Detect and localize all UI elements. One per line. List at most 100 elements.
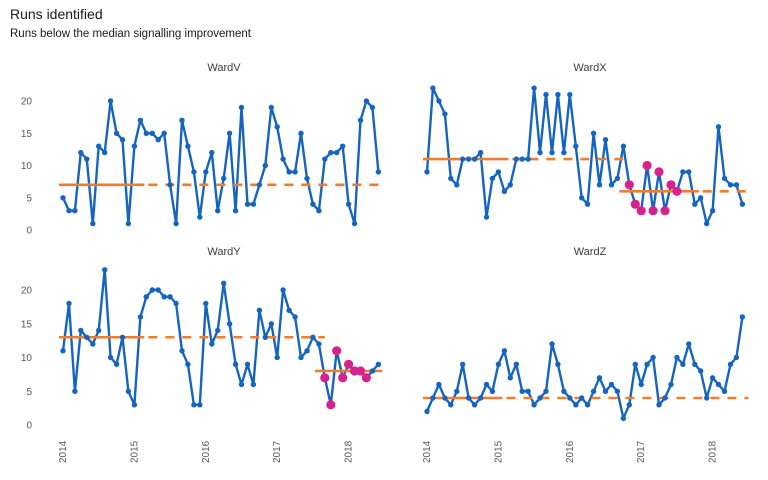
data-point-wardv	[107, 98, 114, 104]
x-axis-tick-label: 2017	[636, 440, 647, 463]
data-point-wardy	[203, 300, 209, 307]
highlight-run-point-wardy	[320, 373, 330, 383]
data-point-wardx	[590, 130, 597, 136]
highlight-run-point-wardx	[642, 160, 652, 171]
data-point-wardx	[584, 201, 591, 207]
data-point-wardz	[620, 415, 627, 421]
data-point-wardv	[155, 137, 161, 143]
data-point-wardv	[369, 104, 376, 111]
data-point-wardx	[525, 156, 531, 162]
data-point-wardx	[507, 182, 513, 188]
data-point-wardx	[454, 182, 460, 188]
data-point-wardx	[442, 111, 448, 117]
data-point-wardy	[268, 321, 274, 327]
highlight-run-point-wardy	[338, 373, 348, 383]
data-point-wardz	[656, 402, 662, 408]
data-point-wardz	[460, 361, 466, 367]
panel-title-wardz: WardZ	[573, 246, 607, 258]
data-point-wardz	[513, 361, 519, 367]
data-point-wardx	[448, 175, 454, 182]
data-point-wardv	[173, 220, 179, 227]
data-point-wardz	[454, 388, 460, 394]
data-point-wardv	[262, 162, 268, 169]
data-point-wardz	[680, 361, 686, 367]
data-point-wardv	[60, 195, 66, 201]
data-point-wardx	[513, 156, 519, 162]
data-point-wardy	[113, 361, 120, 367]
data-point-wardy	[209, 341, 215, 347]
data-point-wardy	[78, 327, 84, 334]
data-point-wardv	[209, 149, 215, 156]
data-point-wardx	[698, 195, 704, 201]
data-point-wardv	[232, 208, 239, 214]
data-point-wardx	[531, 85, 537, 91]
data-point-wardv	[250, 201, 257, 207]
data-point-wardx	[555, 91, 561, 98]
data-point-wardy	[232, 361, 239, 367]
data-point-wardy	[316, 341, 322, 347]
data-point-wardx	[561, 149, 567, 156]
data-point-wardv	[280, 156, 286, 162]
highlight-run-point-wardy	[332, 346, 342, 356]
data-point-wardx	[460, 156, 466, 162]
data-point-wardz	[662, 395, 668, 401]
data-point-wardy	[84, 334, 90, 340]
data-point-wardy	[215, 327, 221, 334]
data-point-wardz	[626, 402, 632, 408]
data-point-wardv	[345, 201, 352, 207]
data-point-wardy	[256, 307, 263, 313]
data-point-wardy	[131, 402, 138, 408]
data-point-wardx	[573, 143, 579, 149]
highlight-run-point-wardy	[361, 373, 371, 383]
data-point-wardv	[167, 182, 173, 188]
data-point-wardv	[78, 149, 84, 156]
data-point-wardy	[149, 287, 155, 293]
highlight-run-point-wardx	[648, 206, 658, 216]
data-point-wardy	[304, 348, 310, 354]
data-point-wardx	[477, 149, 484, 156]
data-point-wardx	[614, 175, 621, 182]
x-axis-tick-label: 2018	[344, 440, 355, 463]
data-point-wardz	[698, 368, 704, 374]
x-axis-tick-label: 2018	[708, 440, 719, 463]
data-point-wardx	[596, 182, 603, 188]
data-point-wardv	[161, 130, 167, 136]
y-axis-tick-label: 0	[26, 226, 32, 237]
data-point-wardx	[465, 156, 472, 162]
data-point-wardz	[727, 361, 734, 367]
y-axis-tick-label: 20	[21, 286, 33, 297]
data-point-wardz	[489, 388, 496, 394]
data-point-wardx	[704, 220, 710, 227]
x-axis-tick-label: 2016	[565, 440, 576, 463]
y-axis-tick-label: 10	[21, 353, 33, 364]
y-axis-tick-label: 0	[26, 421, 32, 432]
y-axis-tick-label: 15	[21, 319, 33, 330]
highlight-run-point-wardx	[666, 180, 676, 190]
data-point-wardv	[215, 208, 221, 214]
data-point-wardx	[620, 143, 627, 149]
data-point-wardz	[507, 375, 513, 381]
data-point-wardx	[567, 91, 573, 98]
data-point-wardv	[143, 130, 149, 136]
panel-title-wardy: WardY	[207, 246, 241, 258]
data-point-wardv	[131, 143, 138, 149]
x-axis-tick-label: 2016	[201, 440, 212, 463]
data-point-wardy	[185, 361, 191, 367]
data-point-wardv	[286, 169, 292, 175]
data-point-wardz	[537, 395, 543, 401]
data-point-wardv	[238, 104, 245, 111]
data-point-wardz	[567, 395, 573, 401]
data-point-wardx	[602, 137, 609, 143]
data-point-wardy	[66, 300, 72, 307]
data-point-wardx	[495, 169, 502, 175]
data-point-wardv	[197, 214, 203, 220]
data-point-wardv	[72, 208, 78, 214]
data-point-wardv	[125, 220, 132, 227]
data-point-wardz	[525, 388, 531, 394]
data-point-wardy	[375, 361, 382, 367]
data-point-wardx	[692, 201, 698, 207]
data-point-wardz	[501, 348, 508, 354]
data-point-wardv	[221, 175, 227, 182]
data-point-wardv	[340, 143, 346, 149]
x-axis-tick-label: 2014	[58, 440, 69, 463]
